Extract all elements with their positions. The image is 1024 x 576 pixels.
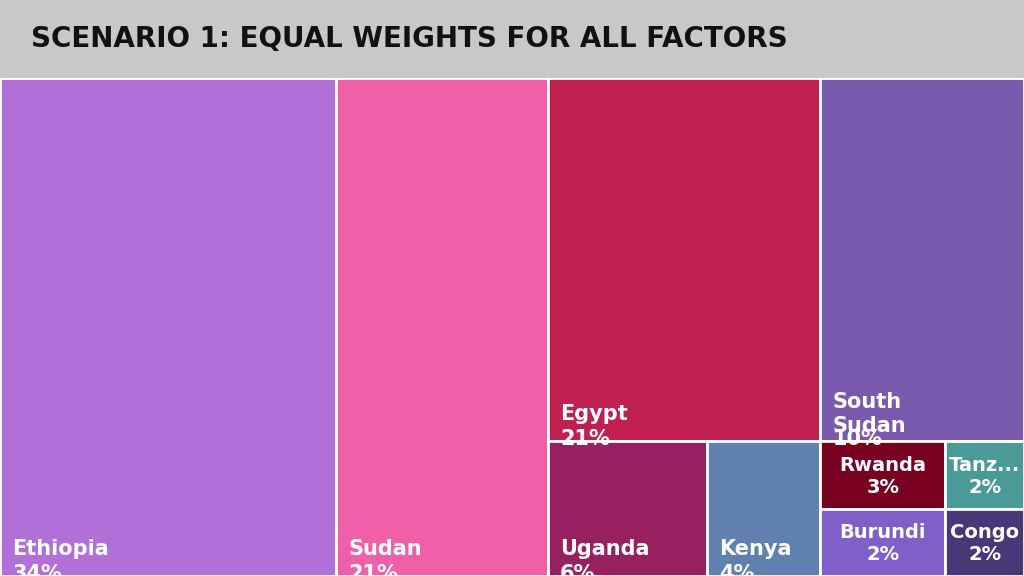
Text: 21%: 21% <box>348 563 398 576</box>
Text: 3%: 3% <box>866 478 899 497</box>
Text: 2%: 2% <box>968 478 1001 497</box>
Text: 10%: 10% <box>833 429 883 449</box>
Bar <box>548 441 707 576</box>
Text: Burundi: Burundi <box>840 523 926 542</box>
Text: Egypt: Egypt <box>560 404 628 424</box>
Text: Congo: Congo <box>950 523 1019 542</box>
Text: SCENARIO 1: EQUAL WEIGHTS FOR ALL FACTORS: SCENARIO 1: EQUAL WEIGHTS FOR ALL FACTOR… <box>31 25 787 53</box>
Text: 21%: 21% <box>560 429 610 449</box>
Bar <box>820 509 945 576</box>
Text: Ethiopia: Ethiopia <box>12 539 109 559</box>
Bar <box>336 78 548 576</box>
Bar <box>0 78 336 576</box>
Bar <box>707 441 820 576</box>
Text: Uganda: Uganda <box>560 539 649 559</box>
Text: 4%: 4% <box>719 563 755 576</box>
Text: 6%: 6% <box>560 563 596 576</box>
Text: 34%: 34% <box>12 563 62 576</box>
Text: Rwanda: Rwanda <box>840 456 926 475</box>
Bar <box>548 78 820 441</box>
Bar <box>820 78 1024 441</box>
Text: South
Sudan: South Sudan <box>833 392 906 435</box>
Text: Tanz...: Tanz... <box>949 456 1020 475</box>
Text: 2%: 2% <box>968 545 1001 564</box>
Bar <box>945 509 1024 576</box>
Text: Kenya: Kenya <box>719 539 792 559</box>
Bar <box>820 441 945 509</box>
Text: Sudan: Sudan <box>348 539 422 559</box>
Bar <box>945 441 1024 509</box>
Text: 2%: 2% <box>866 545 899 564</box>
